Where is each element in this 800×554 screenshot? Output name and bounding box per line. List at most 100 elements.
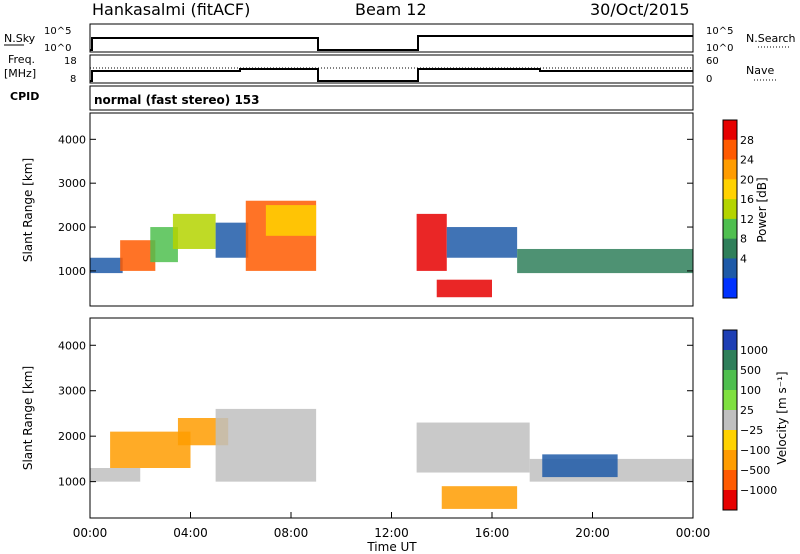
velocity-colorbar-segment-3 (723, 390, 737, 411)
power-y-axis-label: Slant Range [km] (21, 158, 35, 262)
power-colorbar-segment-1 (723, 139, 737, 161)
time-tick-label-2: 08:00 (274, 526, 309, 540)
time-axis-label: Time UT (366, 540, 417, 554)
cpid-label: CPID (10, 90, 39, 103)
power-colorbar-tick-2: 20 (740, 173, 754, 186)
cpid-text: normal (fast stereo) 153 (94, 93, 260, 107)
power-region-4 (215, 222, 249, 258)
time-tick-label-0: 00:00 (73, 526, 108, 540)
velocity-heatmap-data (90, 408, 693, 509)
velocity-region-0 (90, 468, 141, 482)
power-y-tick-label-3: 1000 (58, 265, 86, 278)
power-colorbar-segment-7 (723, 258, 737, 279)
time-tick-label-6: 00:00 (676, 526, 711, 540)
velocity-colorbar-tick-7: −1000 (740, 484, 777, 497)
power-colorbar-segment-2 (723, 159, 737, 180)
time-tick-label-3: 12:00 (374, 526, 409, 540)
cpid-panel-frame (89, 85, 694, 111)
power-colorbar: 28 24 20 16 12 8 4 (722, 119, 754, 299)
power-colorbar-tick-3: 16 (740, 193, 754, 206)
velocity-y-ticks: 4000 3000 2000 1000 (58, 339, 693, 489)
velocity-colorbar-segment-5 (723, 430, 737, 451)
nsearch-tick-top: 10^5 (706, 26, 733, 37)
velocity-region-7 (542, 454, 618, 478)
power-region-3 (172, 213, 216, 249)
power-colorbar-tick-5: 8 (740, 233, 747, 246)
power-colorbar-tick-4: 12 (740, 213, 754, 226)
velocity-colorbar-tick-4: −25 (740, 424, 763, 437)
velocity-colorbar-segment-1 (723, 350, 737, 371)
date-label: 30/Oct/2015 (590, 0, 690, 19)
beam-label: Beam 12 (355, 0, 427, 19)
time-axis: 00:00 04:00 08:00 12:00 16:00 20:00 00:00 (73, 512, 711, 540)
time-tick-label-4: 16:00 (475, 526, 510, 540)
power-colorbar-segment-8 (723, 278, 737, 299)
freq-tick-top: 18 (64, 56, 77, 67)
nsky-tick-top: 10^5 (44, 26, 71, 37)
velocity-colorbar-segment-4 (723, 410, 737, 431)
velocity-colorbar-frame (722, 329, 738, 511)
power-y-ticks: 4000 3000 2000 1000 (58, 133, 693, 278)
power-colorbar-label: Power [dB] (755, 177, 769, 242)
freq-trace (90, 68, 693, 82)
power-colorbar-frame (722, 119, 738, 299)
power-heatmap-data (90, 200, 693, 298)
power-region-0 (90, 257, 123, 274)
power-region-10 (517, 248, 693, 274)
nave-label: Nave (746, 64, 774, 77)
velocity-colorbar-segment-8 (723, 490, 737, 511)
velocity-colorbar-tick-0: 1000 (740, 344, 768, 357)
time-tick-label-5: 20:00 (575, 526, 610, 540)
velocity-y-tick-label-2: 2000 (58, 430, 86, 443)
nave-tick-top: 60 (706, 56, 719, 67)
power-colorbar-segment-3 (723, 179, 737, 200)
velocity-y-tick-label-3: 1000 (58, 476, 86, 489)
freq-label-2: [MHz] (4, 67, 36, 80)
power-y-tick-label-0: 4000 (58, 133, 86, 146)
nsky-label: N.Sky (4, 32, 36, 45)
nsky-panel-frame (89, 23, 694, 53)
freq-label-1: Freq. (8, 53, 35, 66)
velocity-y-tick-label-0: 4000 (58, 339, 86, 352)
power-region-9 (446, 227, 518, 258)
power-colorbar-segment-0 (723, 120, 737, 141)
velocity-y-tick-label-1: 3000 (58, 385, 86, 398)
velocity-colorbar-label: Velocity [m s⁻¹] (775, 371, 789, 464)
velocity-colorbar-tick-3: 25 (740, 404, 754, 417)
velocity-colorbar-tick-5: −100 (740, 444, 770, 457)
velocity-colorbar-tick-2: 100 (740, 384, 761, 397)
power-region-1 (120, 240, 156, 271)
power-region-6 (265, 205, 317, 236)
velocity-colorbar: 1000 500 100 25 −25 −100 −500 −1000 (722, 329, 777, 511)
velocity-region-1 (110, 431, 191, 468)
nsky-tick-bottom: 10^0 (44, 43, 71, 54)
velocity-colorbar-segment-6 (723, 450, 737, 471)
power-region-7 (416, 213, 447, 271)
velocity-y-axis-label: Slant Range [km] (21, 366, 35, 470)
freq-tick-bottom: 8 (70, 74, 76, 85)
power-colorbar-tick-1: 24 (740, 154, 754, 167)
velocity-colorbar-tick-1: 500 (740, 364, 761, 377)
velocity-region-4 (416, 422, 530, 473)
station-title: Hankasalmi (fitACF) (92, 0, 251, 19)
velocity-region-5 (441, 486, 518, 509)
power-colorbar-tick-0: 28 (740, 134, 754, 147)
power-colorbar-tick-6: 4 (740, 252, 747, 265)
velocity-region-3 (215, 408, 317, 482)
time-tick-label-1: 04:00 (173, 526, 208, 540)
velocity-colorbar-tick-6: −500 (740, 464, 770, 477)
freq-panel-frame (89, 54, 694, 84)
power-panel-frame (89, 112, 694, 307)
power-colorbar-segment-6 (723, 238, 737, 259)
nsearch-label: N.Search (746, 32, 796, 45)
power-region-8 (436, 279, 492, 298)
nave-tick-bottom: 0 (706, 74, 712, 85)
nsky-trace (90, 35, 693, 51)
power-colorbar-segment-4 (723, 199, 737, 220)
power-colorbar-segment-5 (723, 218, 737, 240)
velocity-colorbar-segment-7 (723, 470, 737, 491)
velocity-colorbar-segment-0 (723, 330, 737, 351)
nsearch-tick-bottom: 10^0 (706, 43, 733, 54)
velocity-colorbar-segment-2 (723, 370, 737, 391)
